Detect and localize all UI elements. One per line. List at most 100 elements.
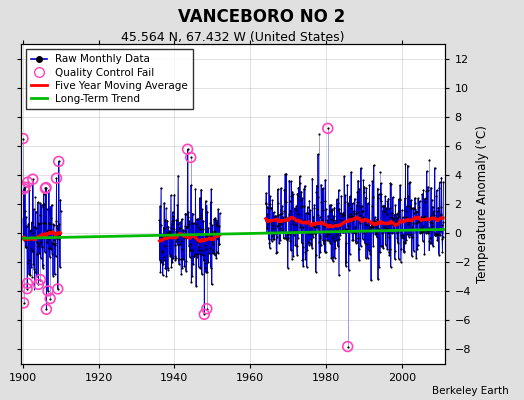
Point [201, 265, 210, 271]
Point [56, 264, 64, 270]
Point [41, 185, 50, 192]
Point [287, 192, 296, 199]
Point [201, 198, 210, 204]
Point [276, 236, 285, 243]
Point [314, 194, 322, 200]
Point [379, 224, 388, 230]
Point [53, 232, 62, 238]
Point [424, 228, 433, 234]
Point [39, 204, 47, 210]
Point [335, 272, 343, 278]
Point [360, 184, 368, 190]
Point [199, 218, 208, 224]
Point [304, 230, 313, 236]
Point [416, 198, 424, 204]
Point [298, 195, 307, 202]
Point [363, 222, 371, 228]
Point [157, 249, 166, 255]
Point [203, 306, 211, 312]
Point [411, 195, 419, 201]
Point [394, 240, 402, 246]
Point [320, 237, 329, 244]
Point [46, 244, 54, 251]
Point [414, 195, 422, 202]
Point [362, 185, 370, 191]
Point [317, 199, 325, 206]
Point [369, 162, 378, 168]
Point [418, 229, 426, 235]
Point [399, 235, 407, 241]
Point [395, 208, 403, 214]
Point [41, 185, 50, 192]
Point [268, 217, 276, 223]
Point [271, 213, 279, 219]
Point [165, 230, 173, 236]
Point [341, 192, 350, 198]
Point [363, 240, 372, 247]
Point [178, 265, 187, 271]
Point [308, 244, 316, 251]
Point [37, 220, 46, 227]
Point [30, 266, 38, 272]
Point [293, 211, 302, 218]
Point [166, 252, 174, 259]
Point [26, 228, 34, 234]
Point [283, 264, 292, 271]
Point [214, 206, 222, 212]
Point [432, 192, 441, 199]
Point [406, 179, 414, 185]
Point [163, 218, 171, 224]
Point [263, 225, 271, 232]
Point [155, 217, 163, 224]
Point [183, 224, 191, 230]
Point [356, 220, 364, 226]
Point [313, 212, 322, 218]
Point [199, 225, 207, 232]
Point [388, 219, 397, 226]
Point [315, 235, 324, 241]
Point [204, 225, 213, 231]
Point [427, 184, 435, 191]
Point [427, 213, 435, 220]
Point [322, 206, 330, 212]
Point [195, 244, 203, 250]
Point [342, 240, 350, 247]
Point [409, 205, 417, 211]
Point [312, 188, 321, 195]
Point [285, 211, 293, 217]
Point [398, 218, 406, 224]
Point [364, 246, 373, 253]
Point [292, 203, 301, 209]
Point [286, 238, 294, 244]
Point [43, 238, 51, 245]
Point [207, 264, 215, 271]
Point [331, 220, 339, 226]
Point [24, 259, 32, 266]
Point [39, 265, 47, 271]
Point [57, 208, 65, 214]
Point [354, 235, 363, 242]
Point [350, 229, 358, 235]
Point [428, 197, 436, 203]
Point [159, 225, 168, 231]
Point [265, 236, 273, 242]
Point [298, 257, 307, 263]
Point [161, 230, 170, 237]
Point [294, 216, 303, 222]
Point [180, 234, 188, 241]
Point [426, 235, 434, 242]
Point [215, 223, 223, 229]
Point [302, 210, 310, 216]
Point [203, 236, 212, 242]
Point [211, 228, 220, 235]
Point [38, 262, 47, 268]
Point [436, 211, 445, 217]
Point [382, 205, 390, 212]
Point [348, 200, 357, 206]
Point [185, 218, 194, 224]
Point [40, 232, 48, 238]
Point [46, 254, 54, 260]
Point [50, 230, 58, 236]
Point [46, 295, 54, 302]
Point [309, 218, 317, 224]
